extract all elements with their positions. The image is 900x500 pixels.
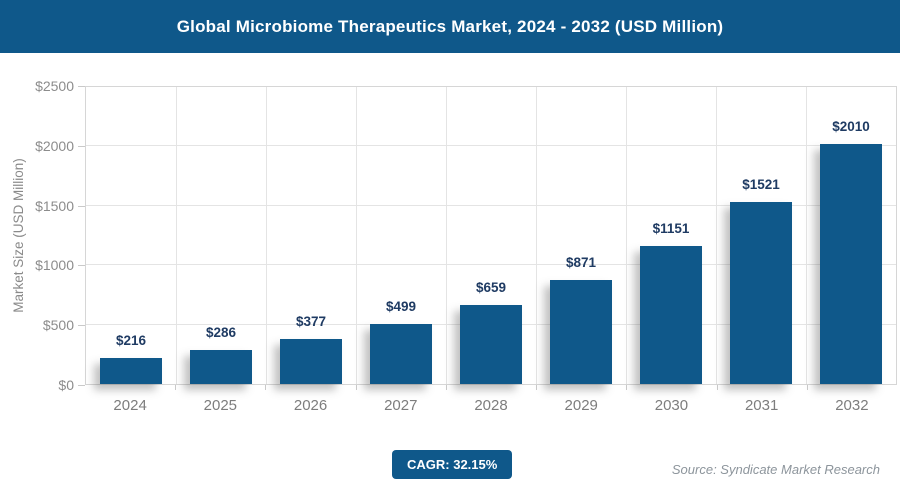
- x-tick-mark-3: [355, 385, 357, 390]
- x-tick-label-2026: 2026: [293, 397, 328, 414]
- v-gridline-4: [446, 87, 447, 384]
- bar-2032: [820, 143, 882, 384]
- bar-value-label-2028: $659: [475, 280, 507, 296]
- y-tick-mark-2000: [78, 145, 85, 147]
- bar-2031: [730, 202, 792, 384]
- x-tick-mark-8: [806, 385, 808, 390]
- bar-slot-2028: $659: [446, 87, 536, 384]
- y-axis-title-box: Market Size (USD Million): [0, 86, 36, 385]
- x-tick-mark-5: [536, 385, 538, 390]
- cagr-badge: CAGR: 32.15%: [392, 450, 513, 479]
- y-tick-label-1500: $1500: [35, 197, 74, 214]
- v-gridline-3: [355, 87, 357, 384]
- bar-slot-2032: $2010: [806, 87, 896, 384]
- v-gridline-7: [716, 87, 717, 384]
- bar-value-label-2032: $2010: [832, 118, 870, 134]
- bar-value-label-2024: $216: [115, 333, 147, 349]
- v-gridline-5: [536, 87, 537, 384]
- x-tick-label-2024: 2024: [113, 397, 147, 414]
- bar-slot-2030: $1151: [626, 87, 716, 384]
- v-gridline-2: [266, 87, 267, 384]
- y-tick-mark-2500: [78, 86, 85, 87]
- y-tick-label-2000: $2000: [35, 137, 74, 154]
- x-tick-mark-4: [445, 385, 447, 390]
- chart-title-bar: Global Microbiome Therapeutics Market, 2…: [0, 0, 900, 53]
- chart-area: Market Size (USD Million) $216 $286 $377 $4…: [0, 53, 900, 443]
- bar-value-label-2027: $499: [385, 299, 417, 315]
- y-tick-label-2500: $2500: [35, 78, 74, 94]
- bar-2027: [369, 324, 432, 384]
- y-tick-mark-1000: [78, 265, 85, 267]
- x-tick-label-2027: 2027: [384, 397, 418, 414]
- bar-value-label-2025: $286: [205, 324, 237, 340]
- bar-slot-2025: $286: [176, 87, 266, 384]
- bar-2026: [280, 338, 342, 384]
- x-tick-label-2029: 2029: [564, 397, 598, 414]
- bar-2029: [550, 279, 612, 384]
- y-tick-mark-1500: [78, 205, 85, 207]
- bar-value-label-2031: $1521: [742, 177, 780, 193]
- h-gridline-1500: [86, 204, 896, 206]
- bar-slot-2029: $871: [536, 87, 626, 384]
- bar-slot-2026: $377: [266, 87, 356, 384]
- bar-value-label-2030: $1151: [652, 221, 690, 237]
- v-gridline-8: [806, 87, 807, 384]
- plot-area: $216 $286 $377 $499 $659 $871 $1151 $1521 $2010: [85, 86, 897, 385]
- source-text: Source: Syndicate Market Research: [671, 462, 880, 477]
- bar-value-label-2026: $377: [295, 313, 327, 329]
- v-gridline-1: [176, 87, 177, 384]
- x-tick-mark-2: [265, 385, 267, 390]
- y-tick-label-1000: $1000: [35, 257, 74, 274]
- x-tick-label-2028: 2028: [474, 397, 508, 414]
- y-tick-mark-0: [78, 385, 85, 386]
- h-gridline-1000: [86, 264, 896, 266]
- chart-title: Global Microbiome Therapeutics Market, 2…: [176, 16, 724, 36]
- bar-slot-2031: $1521: [716, 87, 806, 384]
- x-tick-label-2032: 2032: [835, 397, 869, 414]
- y-tick-label-500: $500: [42, 317, 74, 334]
- h-gridline-2000: [86, 145, 896, 147]
- y-axis-title: Market Size (USD Million): [10, 158, 26, 313]
- bar-value-label-2029: $871: [565, 254, 597, 270]
- bar-2028: [460, 305, 522, 384]
- bar-2025: [190, 349, 252, 384]
- x-tick-label-2025: 2025: [203, 397, 238, 414]
- bar-slot-2024: $216: [86, 87, 176, 384]
- x-tick-label-2030: 2030: [654, 397, 689, 414]
- x-tick-label-2031: 2031: [744, 397, 779, 414]
- bar-2030: [639, 246, 702, 384]
- bar-2024: [100, 358, 162, 384]
- y-tick-mark-500: [78, 325, 85, 327]
- y-tick-label-0: $0: [58, 377, 74, 393]
- x-tick-mark-1: [175, 385, 177, 390]
- x-tick-mark-7: [716, 385, 718, 390]
- v-gridline-6: [625, 87, 627, 384]
- x-tick-mark-6: [626, 385, 628, 390]
- bar-slot-2027: $499: [356, 87, 446, 384]
